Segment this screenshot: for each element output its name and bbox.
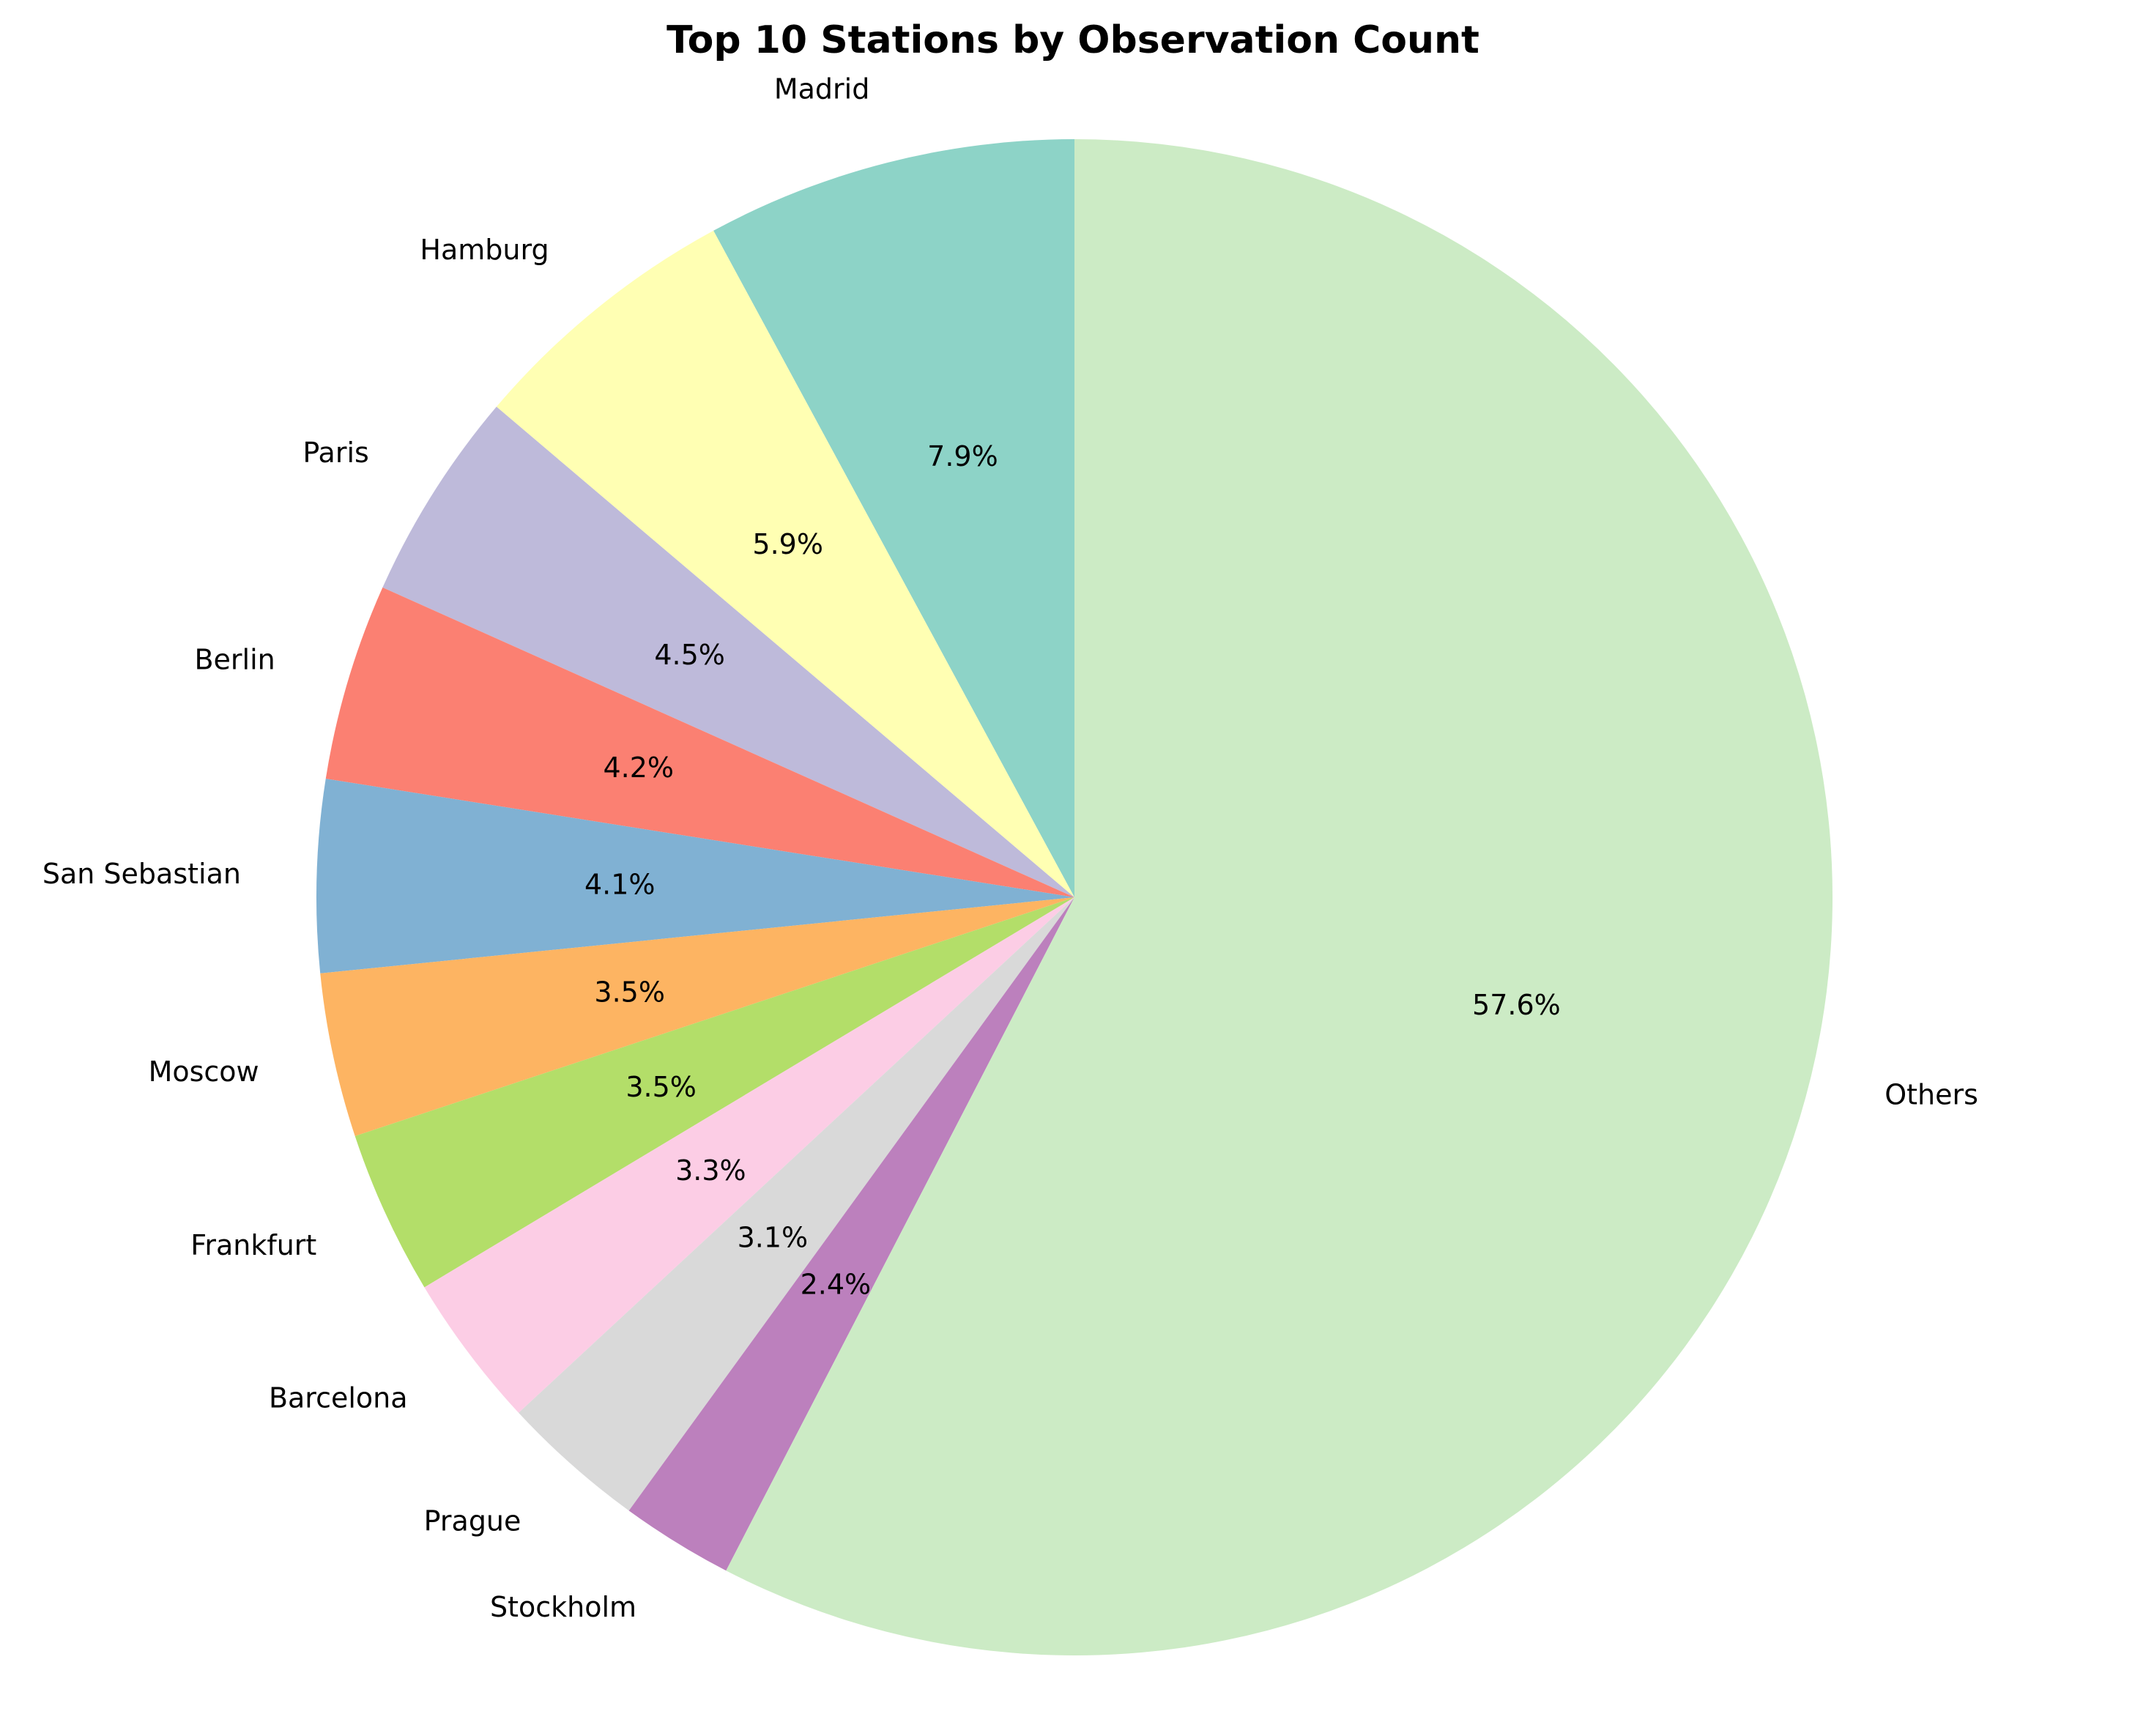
pie-slice-berlin <box>325 587 1074 897</box>
pct-label-prague: 3.1% <box>738 1222 809 1254</box>
slice-labels: Madrid Hamburg Paris Berlin San Sebastian Mos… <box>42 73 1978 1622</box>
slice-label-barcelona: Barcelona <box>269 1382 408 1414</box>
chart-title: Top 10 Stations by Observation Count <box>667 18 1479 62</box>
pct-label-madrid: 7.9% <box>927 440 998 472</box>
percentage-labels: 7.9% 5.9% 4.5% 4.2% 4.1% 3.5% 3.5% 3.3% 3.1% 2.4%… <box>584 440 1561 1300</box>
pie-slice-prague <box>519 897 1074 1511</box>
pct-label-berlin: 4.2% <box>603 752 674 784</box>
slice-label-prague: Prague <box>424 1505 521 1537</box>
pct-label-barcelona: 3.3% <box>675 1154 746 1187</box>
pie-slices <box>316 139 1833 1656</box>
pie-slice-madrid <box>713 139 1074 897</box>
pct-label-san-sebastian: 4.1% <box>584 868 656 900</box>
pct-label-stockholm: 2.4% <box>801 1268 872 1300</box>
slice-label-hamburg: Hamburg <box>420 234 549 266</box>
pct-label-frankfurt: 3.5% <box>625 1071 697 1103</box>
slice-label-berlin: Berlin <box>194 644 275 676</box>
slice-label-madrid: Madrid <box>774 73 870 105</box>
pie-slice-san-sebastian <box>316 779 1074 973</box>
pct-label-paris: 4.5% <box>654 639 725 671</box>
pct-label-moscow: 3.5% <box>594 976 665 1009</box>
slice-label-moscow: Moscow <box>149 1056 259 1088</box>
slice-label-others: Others <box>1885 1078 1978 1110</box>
pie-slice-hamburg <box>496 230 1074 898</box>
pie-slice-paris <box>382 407 1074 897</box>
pie-slice-stockholm <box>628 897 1074 1571</box>
pct-label-others: 57.6% <box>1472 989 1561 1021</box>
slice-label-san-sebastian: San Sebastian <box>42 858 241 890</box>
slice-label-frankfurt: Frankfurt <box>190 1229 316 1261</box>
pct-label-hamburg: 5.9% <box>752 528 823 560</box>
pie-slice-frankfurt <box>354 897 1074 1288</box>
pie-slice-barcelona <box>424 897 1074 1413</box>
pie-slice-others <box>726 139 1833 1656</box>
slice-label-stockholm: Stockholm <box>490 1591 636 1623</box>
slice-label-paris: Paris <box>302 437 368 469</box>
pie-slice-moscow <box>320 897 1074 1137</box>
